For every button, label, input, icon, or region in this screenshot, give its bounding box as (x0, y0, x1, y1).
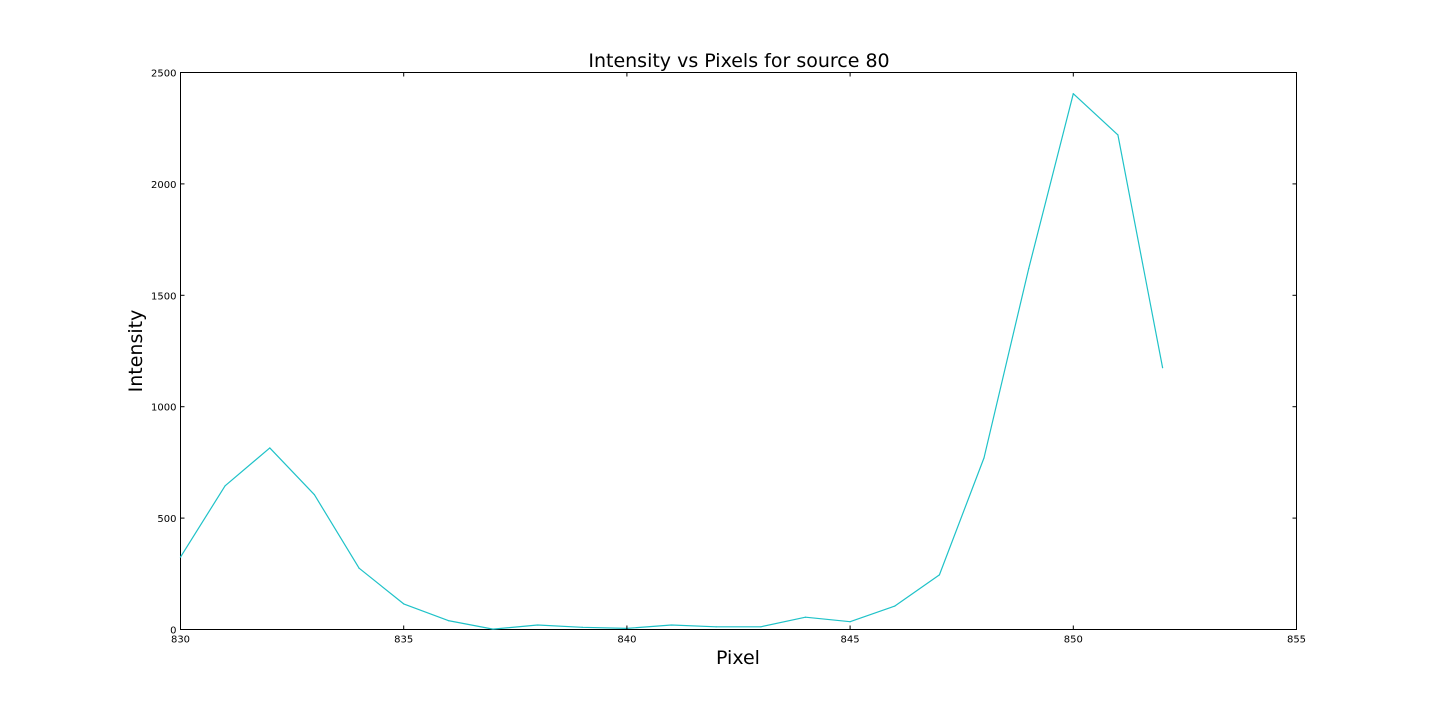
data-point (1072, 93, 1074, 95)
y-tick-label: 2500 (151, 69, 176, 80)
data-point (269, 447, 271, 449)
y-tick-label: 500 (157, 514, 176, 525)
data-point (492, 628, 494, 630)
x-tick-label: 855 (1287, 635, 1306, 646)
data-point (1161, 367, 1164, 369)
data-point (938, 574, 940, 576)
data-point (224, 485, 226, 487)
data-point (715, 626, 717, 628)
series-layer (179, 93, 1164, 630)
x-axis-label: Pixel (716, 647, 760, 669)
y-tick-label: 1500 (151, 291, 176, 302)
data-point (358, 567, 360, 569)
y-tick-label: 1000 (151, 403, 176, 414)
x-axis: 830 835 840 845 850 855 (171, 72, 1306, 646)
data-point (581, 626, 583, 628)
data-point (983, 457, 985, 459)
data-point (403, 603, 405, 605)
data-point (1117, 134, 1119, 136)
data-point (804, 616, 807, 618)
x-tick-label: 850 (1064, 635, 1083, 646)
data-point (537, 624, 539, 626)
y-axis: 0 500 1000 1500 2000 2500 (151, 69, 1297, 637)
x-tick-label: 845 (841, 635, 860, 646)
plot-area (180, 72, 1297, 630)
data-point (179, 556, 182, 558)
data-point (447, 619, 449, 622)
data-point (670, 624, 673, 626)
y-axis-label: Intensity (125, 310, 147, 393)
x-tick-label: 840 (617, 635, 636, 646)
x-tick-label: 835 (394, 635, 413, 646)
data-point (849, 621, 851, 623)
data-point (760, 626, 762, 628)
y-tick-label: 2000 (151, 180, 176, 191)
data-point (1028, 267, 1030, 270)
y-tick-label: 0 (170, 626, 176, 637)
x-tick-label: 830 (171, 635, 190, 646)
chart-title: Intensity vs Pixels for source 80 (588, 50, 889, 72)
data-point (894, 605, 896, 607)
data-point (313, 494, 316, 496)
